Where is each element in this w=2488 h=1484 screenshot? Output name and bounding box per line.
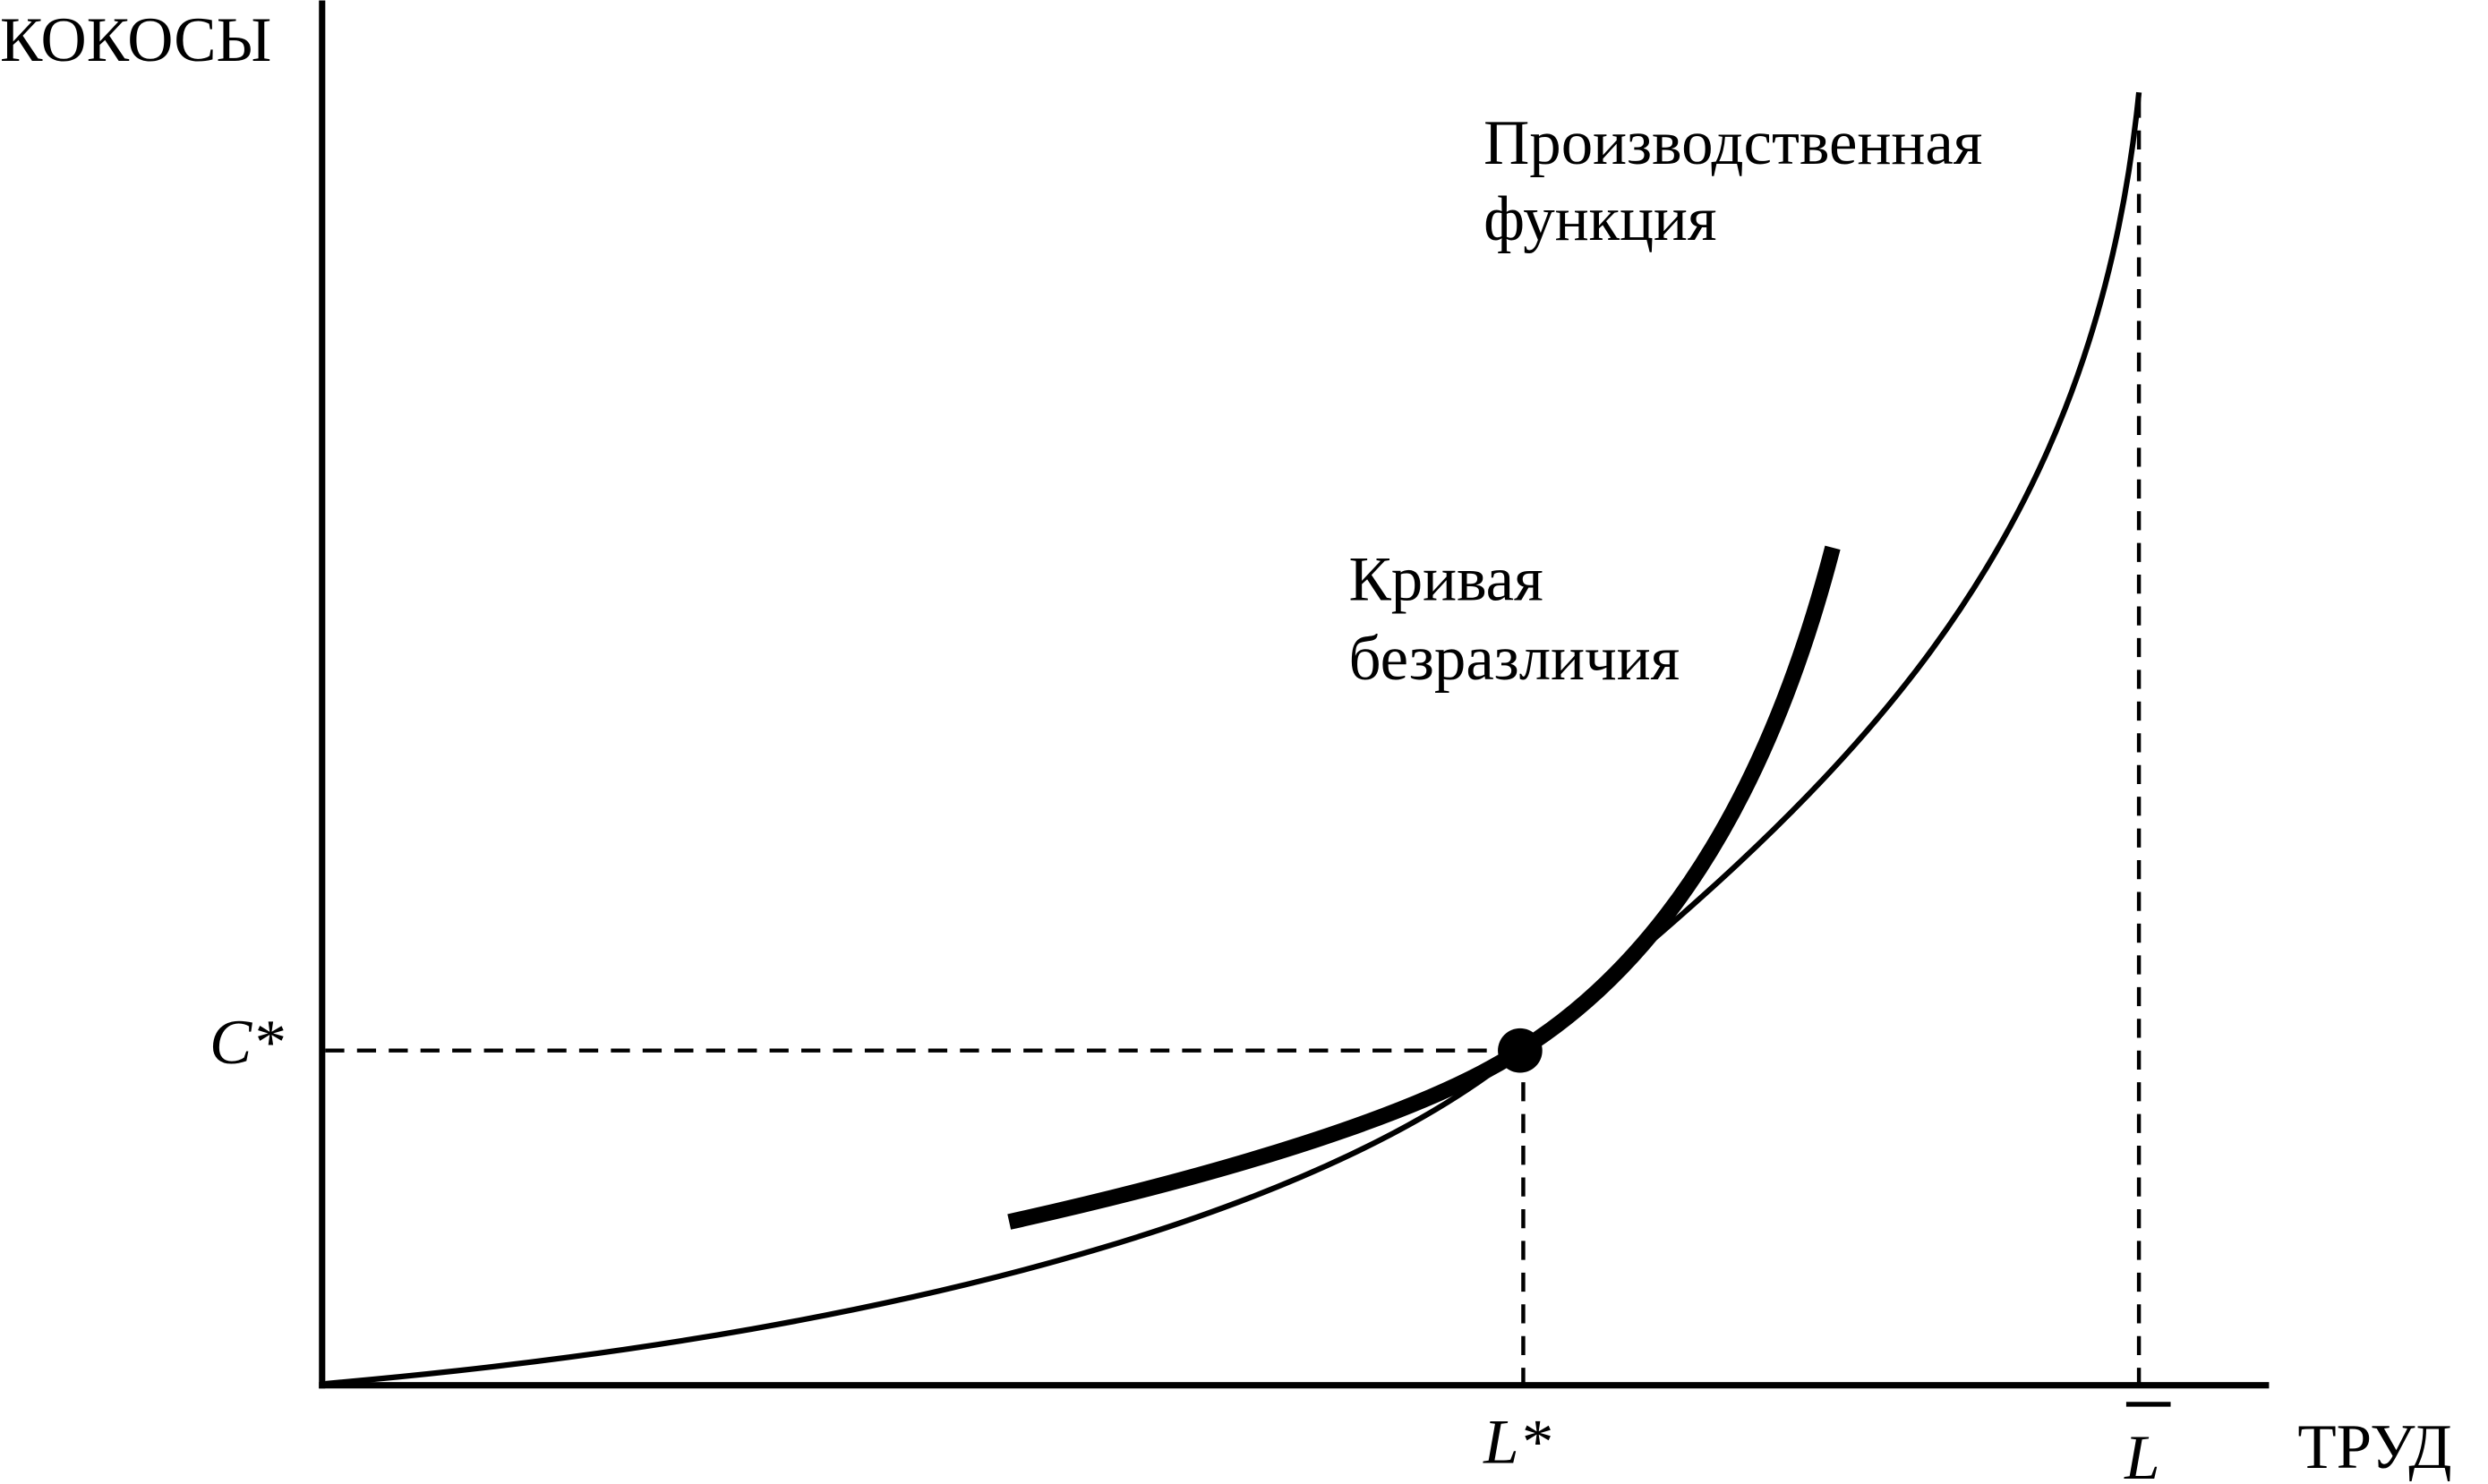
- l-bar-label: L: [2124, 1423, 2159, 1484]
- x-axis-label: ТРУД: [2297, 1412, 2451, 1482]
- indifference-label: Кривая: [1348, 544, 1543, 614]
- production-function-curve: [325, 91, 2142, 1386]
- equilibrium-point: [1498, 1028, 1543, 1073]
- production-label: функция: [1483, 184, 1716, 254]
- c-star-label: C*: [209, 1008, 284, 1078]
- production-label: Производственная: [1483, 108, 1982, 178]
- l-star-label: L*: [1483, 1408, 1551, 1478]
- indifference-label: безразличия: [1348, 624, 1680, 694]
- y-axis-label: КОКОСЫ: [0, 5, 271, 75]
